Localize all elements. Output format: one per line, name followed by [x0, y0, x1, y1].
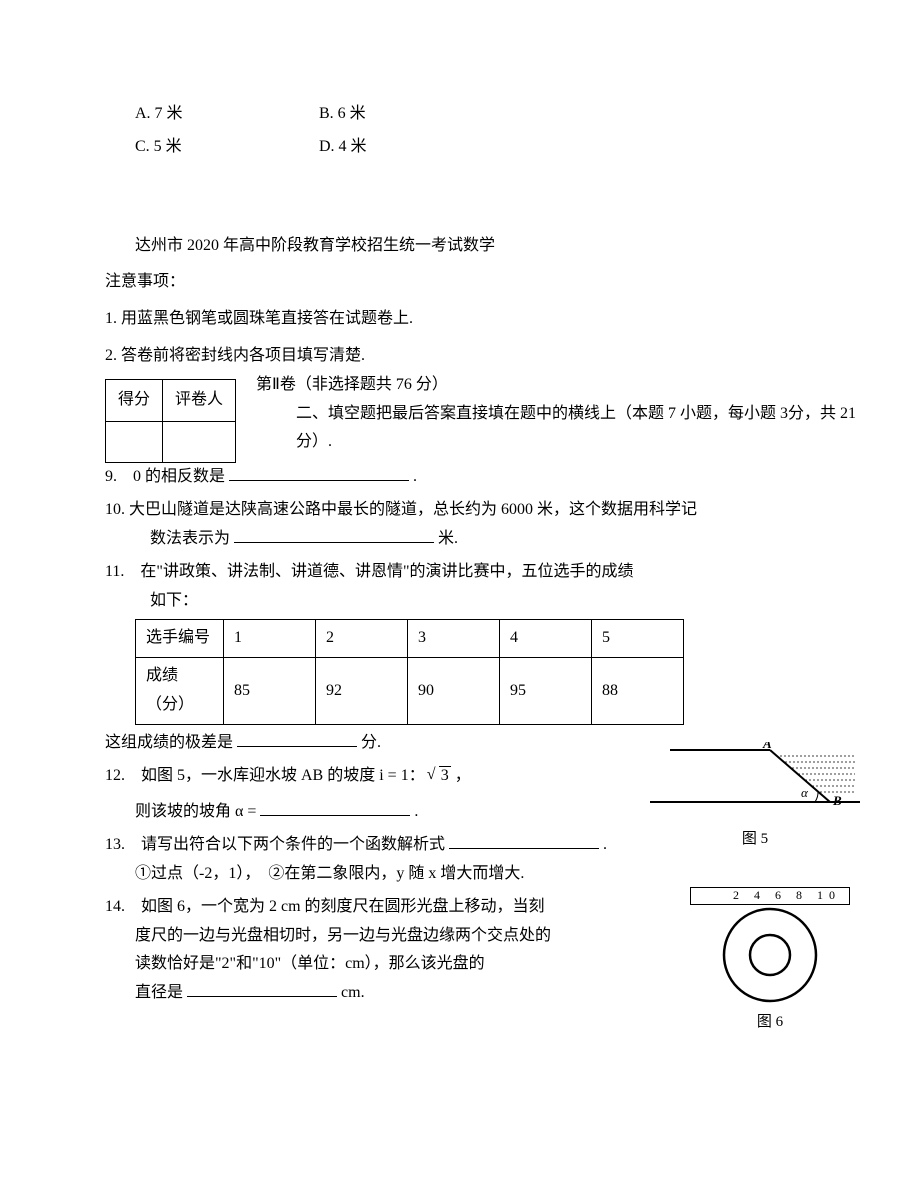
options-row-2: C. 5 米 D. 4 米: [60, 133, 860, 162]
q12-line2-prefix: 则该坡的坡角 α =: [135, 803, 256, 820]
option-d: D. 4 米: [319, 133, 499, 162]
option-a: A. 7 米: [135, 100, 315, 129]
q13-blank: [449, 831, 599, 849]
q11-data-table: 选手编号 1 2 3 4 5 成绩（分） 85 92 90 95 88: [135, 619, 684, 724]
question-10-line2: 数法表示为 米.: [60, 525, 860, 554]
q12-line2-suffix: .: [414, 803, 418, 820]
q11-line2: 如下：: [60, 587, 860, 616]
t-r6: 88: [592, 658, 684, 725]
q9-prefix: 9. 0 的相反数是: [105, 468, 225, 485]
question-10: 10. 大巴山隧道是达陕高速公路中最长的隧道，总长约为 6000 米，这个数据用…: [60, 496, 860, 525]
score-cell-2: [163, 421, 236, 463]
notice-2: 2. 答卷前将密封线内各项目填写清楚.: [60, 342, 860, 371]
fig5-label-alpha: α: [801, 785, 809, 800]
q10-blank: [234, 525, 434, 543]
section-2-text: 二、填空题把最后答案直接填在题中的横线上（本题 7 小题，每小题 3分，共 21…: [246, 400, 860, 458]
q14-blank: [187, 979, 337, 997]
q10-line2-prefix: 数法表示为: [150, 530, 230, 547]
option-b: B. 6 米: [319, 100, 499, 129]
score-header-2: 评卷人: [163, 379, 236, 421]
q11-conc-suffix: 分.: [361, 734, 381, 751]
q13-line1-suffix: .: [603, 836, 607, 853]
q14-line4-prefix: 直径是: [135, 984, 183, 1001]
t-r4: 90: [408, 658, 500, 725]
q14-line3: 读数恰好是"2"和"10"（单位：cm），那么该光盘的: [60, 950, 860, 979]
t-h3: 2: [316, 620, 408, 658]
q12-blank: [260, 798, 410, 816]
t-h5: 4: [500, 620, 592, 658]
q14-line2: 度尺的一边与光盘相切时，另一边与光盘边缘两个交点处的: [60, 922, 860, 951]
question-13: 13. 请写出符合以下两个条件的一个函数解析式 .: [60, 831, 860, 860]
options-row-1: A. 7 米 B. 6 米: [60, 100, 860, 129]
q12-radicand: 3: [439, 766, 451, 784]
q10-line1: 10. 大巴山隧道是达陕高速公路中最长的隧道，总长约为 6000 米，这个数据用…: [105, 501, 697, 518]
q14-line1: 14. 如图 6，一个宽为 2 cm 的刻度尺在圆形光盘上移动，当刻: [105, 898, 545, 915]
q12-line1-prefix: 12. 如图 5，一水库迎水坡 AB 的坡度 i = 1：: [105, 767, 425, 784]
q9-blank: [229, 463, 409, 481]
question-14: 2 4 6 8 10 图 6 14. 如图 6，一个宽为 2 cm 的刻度尺在圆…: [60, 893, 860, 922]
q12-line1-suffix: ，: [455, 767, 471, 784]
paper-section-label: 第Ⅱ卷（非选择题共 76 分）: [246, 371, 860, 400]
question-11: 11. 在"讲政策、讲法制、讲道德、讲恩情"的演讲比赛中，五位选手的成绩: [60, 558, 860, 587]
fig5-label-a: A: [762, 742, 772, 751]
question-12: A B α 图 5 12. 如图 5，一水库迎水坡 AB 的坡度 i = 1： …: [60, 762, 860, 791]
notice-1: 1. 用蓝黑色钢笔或圆珠笔直接答在试题卷上.: [60, 305, 860, 334]
score-header-1: 得分: [106, 379, 163, 421]
t-r2: 85: [224, 658, 316, 725]
score-cell-1: [106, 421, 163, 463]
notice-header: 注意事项：: [60, 268, 860, 297]
q13-line1-prefix: 13. 请写出符合以下两个条件的一个函数解析式: [105, 836, 445, 853]
q14-line4-suffix: cm.: [341, 984, 365, 1001]
slope-diagram-icon: A B α: [650, 742, 860, 812]
t-r1: 成绩（分）: [136, 658, 224, 725]
t-r3: 92: [316, 658, 408, 725]
t-r5: 95: [500, 658, 592, 725]
fig6-caption: 图 6: [680, 1009, 860, 1036]
exam-title: 达州市 2020 年高中阶段教育学校招生统一考试数学: [60, 232, 860, 261]
q11-conc-prefix: 这组成绩的极差是: [105, 734, 233, 751]
q11-line1: 11. 在"讲政策、讲法制、讲道德、讲恩情"的演讲比赛中，五位选手的成绩: [105, 563, 633, 580]
t-h4: 3: [408, 620, 500, 658]
sqrt-icon: 3: [429, 762, 451, 791]
score-table: 得分 评卷人: [105, 379, 236, 464]
q11-blank: [237, 729, 357, 747]
t-h1: 选手编号: [136, 620, 224, 658]
option-c: C. 5 米: [135, 133, 315, 162]
q10-line2-suffix: 米.: [438, 530, 458, 547]
q13-line2: ①过点（-2，1）， ②在第二象限内，y 随 x 增大而增大.: [60, 860, 860, 889]
t-h6: 5: [592, 620, 684, 658]
fig5-label-b: B: [832, 793, 842, 808]
t-h2: 1: [224, 620, 316, 658]
question-9: 9. 0 的相反数是 .: [60, 463, 860, 492]
ruler-icon: 2 4 6 8 10: [690, 887, 850, 905]
q9-suffix: .: [413, 468, 417, 485]
